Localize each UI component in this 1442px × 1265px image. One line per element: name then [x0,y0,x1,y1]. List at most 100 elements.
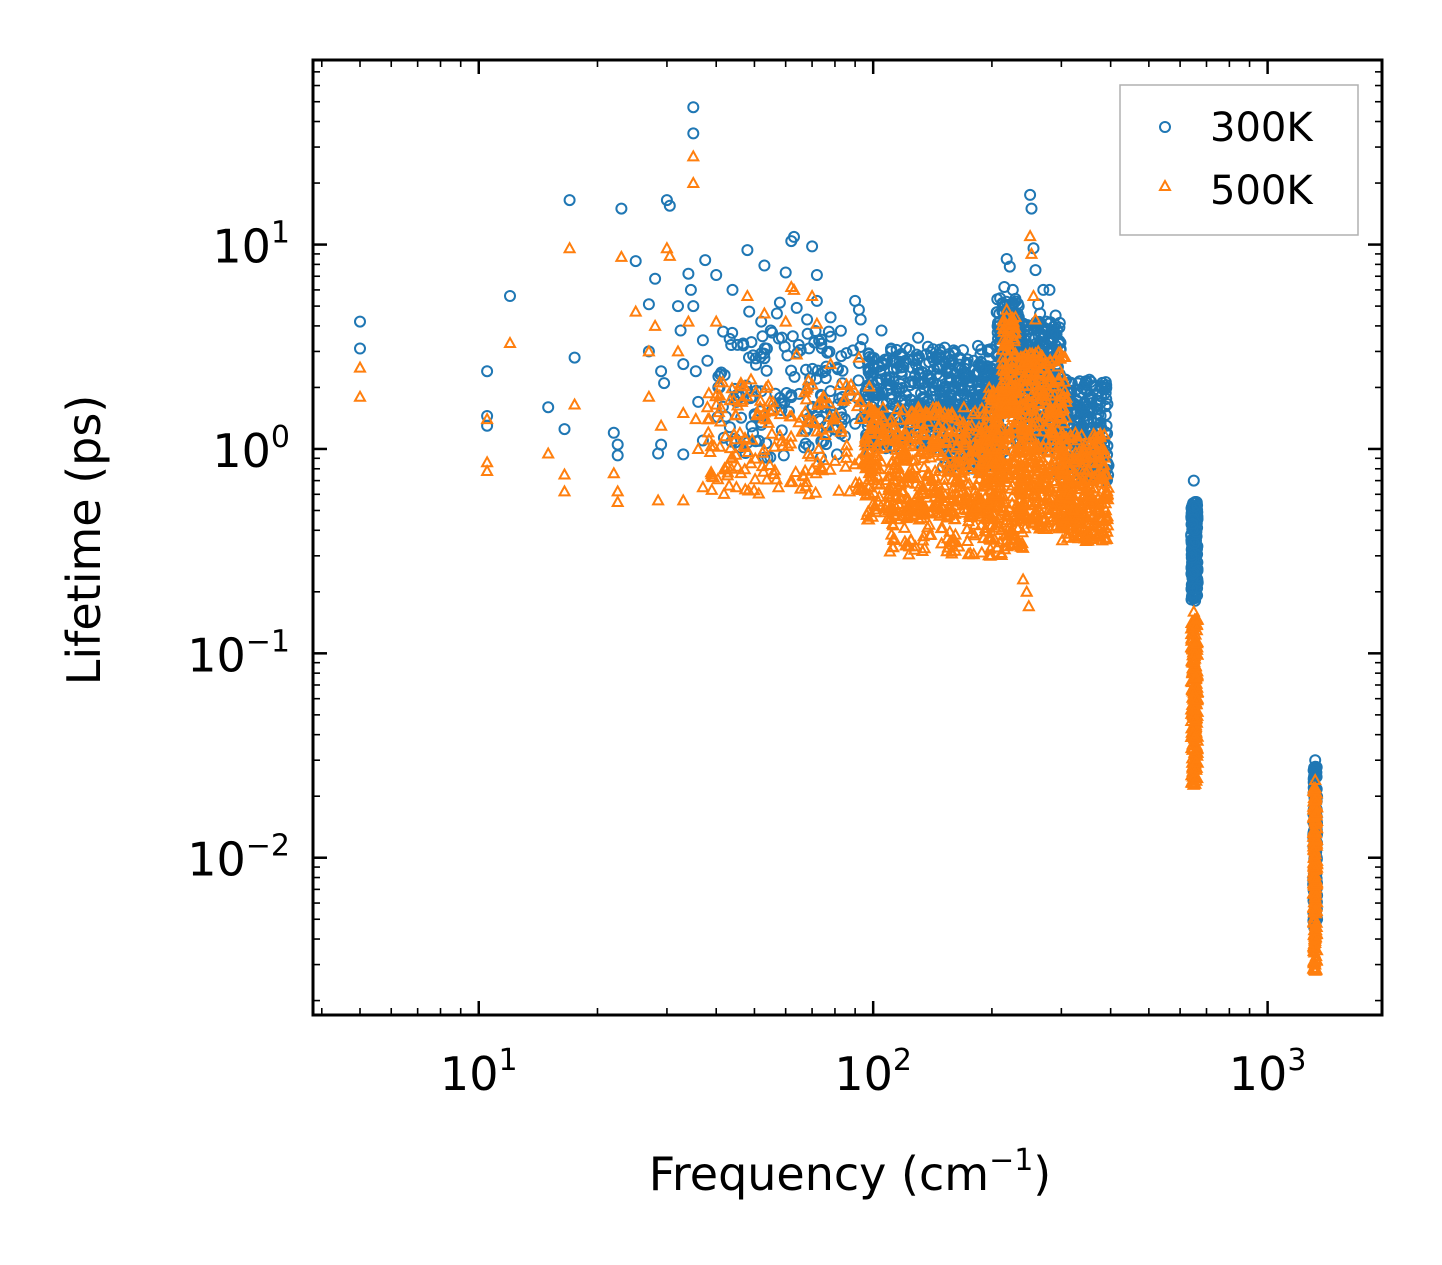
point-500k [908,430,922,443]
point-300k [1186,568,1199,581]
point-500k [1002,456,1016,469]
point-300k [749,352,762,365]
point-500k [832,483,846,496]
point-300k [1310,768,1323,781]
point-300k [752,434,765,447]
point-500k [1011,520,1025,533]
point-500k [1023,346,1037,359]
point-500k [1032,415,1046,428]
point-500k [766,402,780,415]
point-500k [557,484,572,497]
point-300k [1185,590,1198,603]
point-500k [918,428,932,441]
point-500k [717,486,731,499]
point-500k [935,520,950,533]
point-500k [887,532,902,545]
point-500k [1056,460,1070,473]
point-500k [1310,805,1324,818]
point-300k [933,343,946,356]
point-300k [785,364,798,377]
point-500k [748,451,762,464]
point-300k [907,354,920,366]
point-500k [611,494,625,507]
point-500k [1029,494,1043,507]
point-500k [781,439,795,452]
point-300k [815,337,828,350]
point-500k [928,484,942,497]
point-500k [836,393,851,406]
point-500k [1189,755,1203,768]
point-500k [1005,313,1019,326]
point-500k [988,456,1002,469]
point-500k [957,400,971,413]
point-300k [875,324,888,337]
point-300k [663,199,676,212]
point-500k [981,494,995,507]
point-300k [823,345,836,358]
point-500k [927,478,941,491]
point-300k [975,362,988,375]
point-300k [856,333,869,346]
point-300k [677,448,690,461]
point-300k [953,361,966,374]
point-300k [1188,537,1201,550]
point-300k [1086,391,1098,404]
point-500k [928,408,942,421]
point-500k [740,389,754,402]
point-300k [880,371,893,384]
point-300k [743,305,756,318]
point-500k [541,446,555,459]
point-500k [1188,701,1202,714]
point-500k [1054,480,1069,493]
point-300k [772,332,785,345]
point-500k [1040,460,1055,473]
point-500k [795,424,809,437]
point-500k [648,318,662,331]
point-300k [1029,264,1042,277]
point-500k [741,444,755,457]
point-500k [927,433,942,446]
point-500k [933,428,947,441]
point-500k [886,518,900,531]
point-500k [917,460,931,473]
point-500k [1044,425,1058,438]
point-500k [1043,354,1057,367]
point-500k [751,406,765,419]
point-300k [672,300,684,313]
point-300k [568,351,581,364]
y-tick-label-exp: 0 [271,420,290,455]
point-500k [997,314,1012,327]
point-500k [1307,821,1322,834]
point-500k [839,450,854,463]
points-layer [353,101,1324,976]
point-300k [930,350,943,363]
point-500k [889,488,903,501]
point-500k [892,437,906,450]
point-500k [353,360,367,373]
point-300k [731,338,744,351]
point-500k [689,412,703,425]
point-500k [942,508,956,521]
point-500k [902,547,916,560]
point-500k [842,382,856,395]
point-500k [1004,481,1018,494]
point-500k [966,407,980,420]
point-500k [663,248,677,261]
point-500k [940,531,955,544]
point-500k [1064,452,1078,465]
point-500k [955,505,969,518]
point-500k [852,350,866,363]
point-500k [1057,502,1071,515]
point-500k [965,418,979,431]
point-500k [785,474,799,487]
point-500k [892,412,907,425]
x-axis-label-base: Frequency (cm [649,1147,989,1201]
point-500k [1307,870,1322,883]
point-300k [854,341,867,353]
point-500k [503,335,517,348]
point-500k [744,372,758,385]
point-500k [1082,495,1097,508]
point-500k [937,424,951,437]
point-300k [788,370,801,383]
